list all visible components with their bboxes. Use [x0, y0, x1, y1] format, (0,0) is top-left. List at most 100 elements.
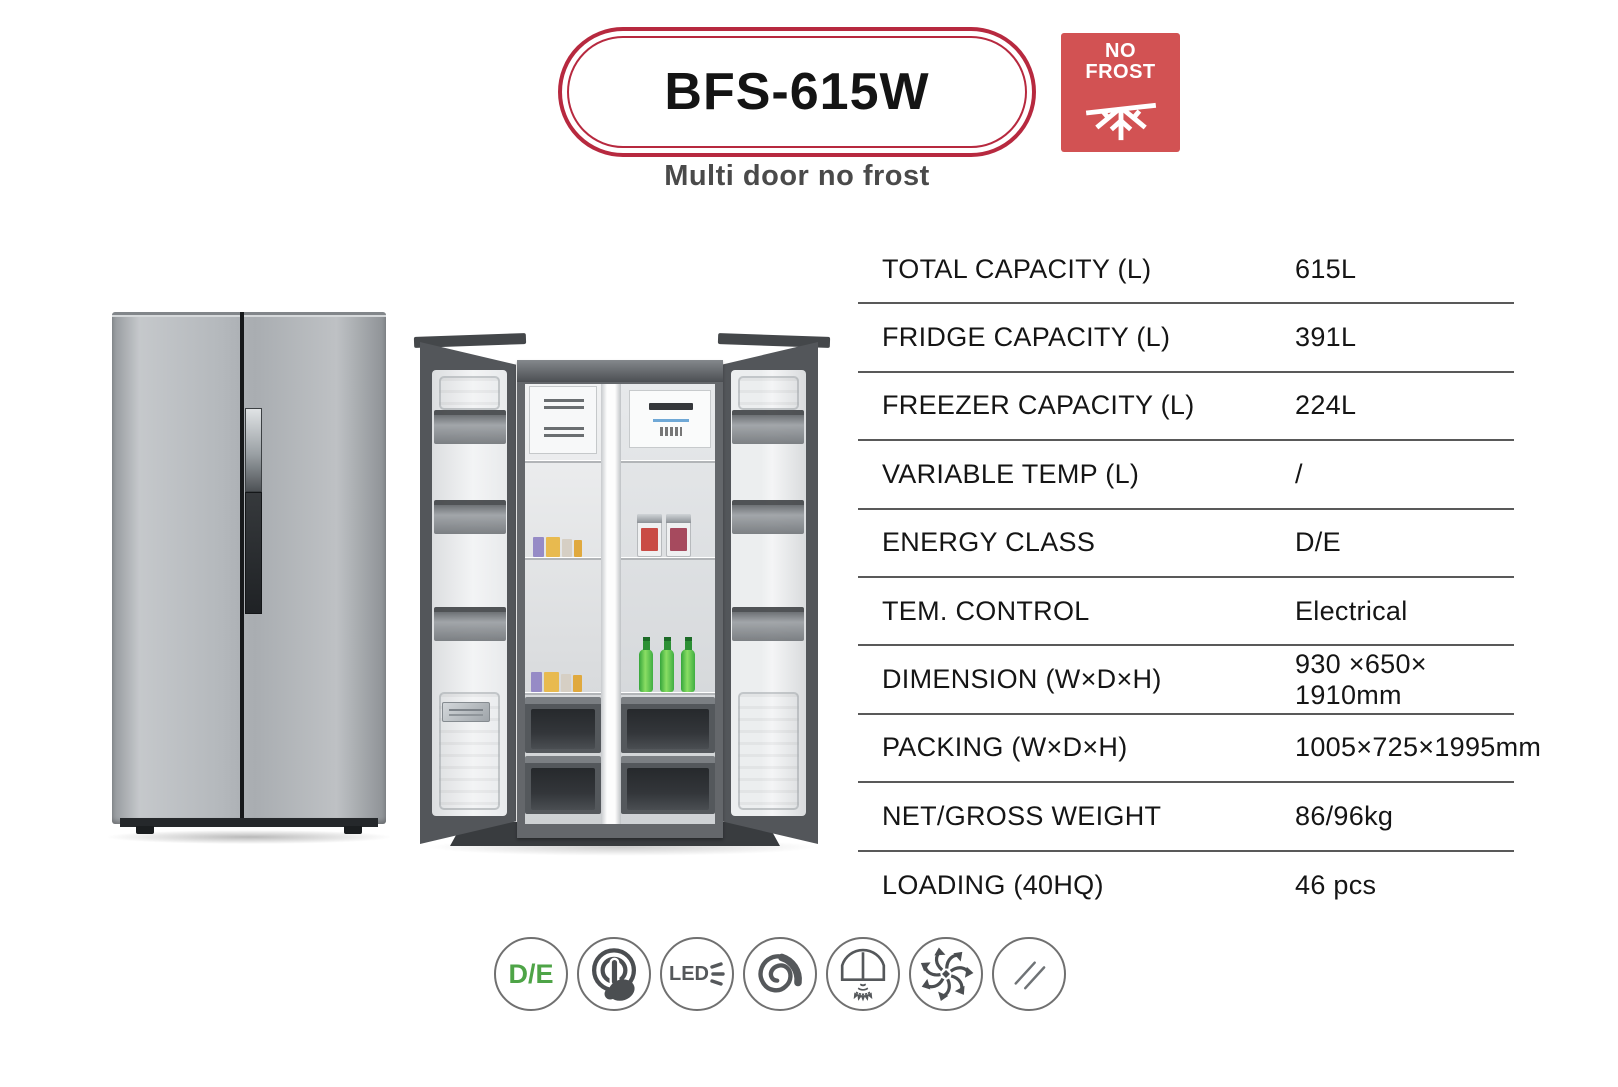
jar — [637, 514, 662, 557]
fridge-handle-lower — [245, 492, 262, 614]
fridge-drawer — [621, 697, 715, 753]
spec-value: / — [1295, 458, 1303, 489]
drawer-inner — [627, 709, 709, 749]
door-bin — [434, 410, 506, 444]
model-badge: BFS-615W — [558, 27, 1036, 157]
spec-row-dimension: DIMENSION (W×D×H) 930 ×650× 1910mm — [858, 646, 1514, 715]
jar-label — [641, 528, 658, 551]
vent-line — [544, 399, 584, 402]
shelf — [525, 460, 601, 463]
fridge-foot — [136, 826, 154, 834]
door-liner — [731, 370, 806, 816]
spec-label: TOTAL CAPACITY (L) — [882, 253, 1152, 284]
spec-row-tem-control: TEM. CONTROL Electrical — [858, 578, 1514, 647]
spec-label: PACKING (W×D×H) — [882, 732, 1128, 763]
control-display-slot — [649, 403, 693, 410]
spec-value: 224L — [1295, 390, 1357, 421]
jar — [666, 514, 691, 557]
feature-icons-row: D/E LED — [494, 937, 1066, 1011]
food-pack — [574, 540, 582, 557]
no-frost-text-line1: NO — [1105, 40, 1136, 62]
spec-label: NET/GROSS WEIGHT — [882, 800, 1162, 831]
spec-label: DIMENSION (W×D×H) — [882, 664, 1162, 695]
brand-nameplate — [442, 702, 490, 722]
vent-line — [544, 427, 584, 430]
spec-table: TOTAL CAPACITY (L) 615L FRIDGE CAPACITY … — [858, 236, 1541, 920]
shelf — [525, 557, 601, 560]
vent-line — [544, 406, 584, 409]
fridge-base — [120, 818, 378, 827]
vent-line — [544, 434, 584, 437]
food-pack — [544, 672, 559, 692]
spec-row-net-gross-weight: NET/GROSS WEIGHT 86/96kg — [858, 783, 1514, 852]
no-frost-text-line2: FROST — [1085, 61, 1156, 83]
door-bin — [732, 607, 804, 641]
spec-value: 391L — [1295, 322, 1357, 353]
spec-value: D/E — [1295, 527, 1341, 558]
fridge-cabinet — [517, 360, 723, 838]
fan-cooling-icon — [909, 937, 983, 1011]
jar-label — [670, 528, 687, 551]
spec-row-variable-temp: VARIABLE TEMP (L) / — [858, 441, 1514, 510]
spec-label: LOADING (40HQ) — [882, 870, 1104, 901]
floor-shadow — [108, 830, 390, 844]
spec-value: Electrical — [1295, 595, 1408, 626]
shelf — [621, 460, 715, 463]
door-panel — [738, 692, 799, 810]
control-panel-logo — [660, 427, 682, 436]
open-door-left — [420, 342, 516, 844]
touch-control-icon — [577, 937, 651, 1011]
food-pack — [533, 537, 544, 557]
fridge-doors — [112, 312, 386, 824]
food-pack — [562, 539, 572, 557]
fridge-drawer — [621, 756, 715, 814]
green-bottle — [639, 637, 653, 692]
spec-value: 1005×725×1995mm — [1295, 732, 1542, 763]
spec-label: VARIABLE TEMP (L) — [882, 458, 1140, 489]
food-pack — [531, 672, 542, 692]
fridge-handle-upper — [245, 408, 262, 492]
control-panel — [629, 390, 711, 448]
drawer-inner — [531, 768, 595, 810]
freezer-drawer — [525, 697, 601, 753]
cabinet-top — [517, 360, 723, 382]
drawer-inner — [627, 768, 709, 810]
shelf — [525, 692, 601, 695]
crossed-snowflake-icon — [1085, 102, 1156, 141]
door-bin — [732, 410, 804, 444]
open-fridge-image — [402, 332, 842, 862]
center-divider — [601, 384, 621, 824]
inverter-spiral-icon — [743, 937, 817, 1011]
spec-label: FREEZER CAPACITY (L) — [882, 390, 1195, 421]
spec-row-energy-class: ENERGY CLASS D/E — [858, 510, 1514, 578]
door-bin — [434, 607, 506, 641]
spec-value: 86/96kg — [1295, 800, 1394, 831]
shelf — [621, 692, 715, 695]
spec-label: ENERGY CLASS — [882, 527, 1096, 558]
food-pack — [561, 674, 571, 692]
spec-label: TEM. CONTROL — [882, 595, 1090, 626]
spec-value: 930 ×650× 1910mm — [1295, 648, 1427, 710]
drawer-inner — [531, 709, 595, 749]
spec-row-fridge-capacity: FRIDGE CAPACITY (L) 391L — [858, 304, 1514, 373]
spec-row-loading: LOADING (40HQ) 46 pcs — [858, 852, 1514, 920]
model-badge-inner-ring — [567, 36, 1027, 148]
door-bin — [434, 500, 506, 534]
model-name: BFS-615W — [664, 63, 930, 121]
freezer-drawer — [525, 756, 601, 814]
led-rays — [710, 962, 725, 986]
spec-label: FRIDGE CAPACITY (L) — [882, 322, 1171, 353]
led-light-icon: LED — [660, 937, 734, 1011]
air-shower-icon — [826, 937, 900, 1011]
spec-row-packing: PACKING (W×D×H) 1005×725×1995mm — [858, 715, 1541, 784]
led-text: LED — [669, 962, 709, 985]
spec-value: 46 pcs — [1295, 870, 1377, 901]
ice-maker-box — [529, 386, 597, 454]
food-pack — [546, 537, 560, 557]
green-bottle — [660, 637, 674, 692]
spec-row-freezer-capacity: FREEZER CAPACITY (L) 224L — [858, 373, 1514, 442]
door-panel — [439, 376, 500, 410]
control-panel-text — [653, 419, 689, 422]
food-pack — [573, 675, 582, 692]
